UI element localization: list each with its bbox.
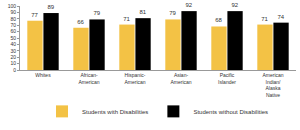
svg-text:92: 92 <box>185 2 192 8</box>
svg-text:80: 80 <box>10 16 16 22</box>
svg-text:Whites: Whites <box>35 72 51 78</box>
svg-text:50: 50 <box>10 35 16 41</box>
svg-text:79: 79 <box>93 10 100 16</box>
svg-text:90: 90 <box>10 9 16 15</box>
svg-text:70: 70 <box>10 22 16 28</box>
svg-text:100: 100 <box>8 3 17 9</box>
svg-text:40: 40 <box>10 41 16 47</box>
svg-text:Asian-American: Asian-American <box>170 72 191 85</box>
svg-text:AmericanIndian/AlaskaNative: AmericanIndian/AlaskaNative <box>262 72 283 98</box>
svg-text:81: 81 <box>139 9 146 15</box>
svg-text:30: 30 <box>10 48 16 54</box>
svg-text:10: 10 <box>10 60 16 66</box>
svg-text:74: 74 <box>277 14 284 20</box>
svg-text:68: 68 <box>215 17 222 23</box>
svg-text:92: 92 <box>231 2 238 8</box>
svg-text:79: 79 <box>169 10 176 16</box>
svg-text:60: 60 <box>10 28 16 34</box>
svg-text:Students with Disabilities: Students with Disabilities <box>82 109 148 115</box>
svg-text:Students without Disabilities: Students without Disabilities <box>193 109 268 115</box>
svg-text:71: 71 <box>123 16 130 22</box>
svg-text:77: 77 <box>31 12 38 18</box>
svg-text:89: 89 <box>47 4 54 10</box>
svg-text:PacificIslander: PacificIslander <box>218 72 236 85</box>
svg-text:71: 71 <box>261 16 268 22</box>
svg-text:20: 20 <box>10 54 16 60</box>
svg-text:0: 0 <box>13 67 16 73</box>
svg-text:Hispanic-American: Hispanic-American <box>124 72 145 85</box>
svg-text:66: 66 <box>77 19 84 25</box>
svg-text:African-American: African-American <box>78 72 99 85</box>
